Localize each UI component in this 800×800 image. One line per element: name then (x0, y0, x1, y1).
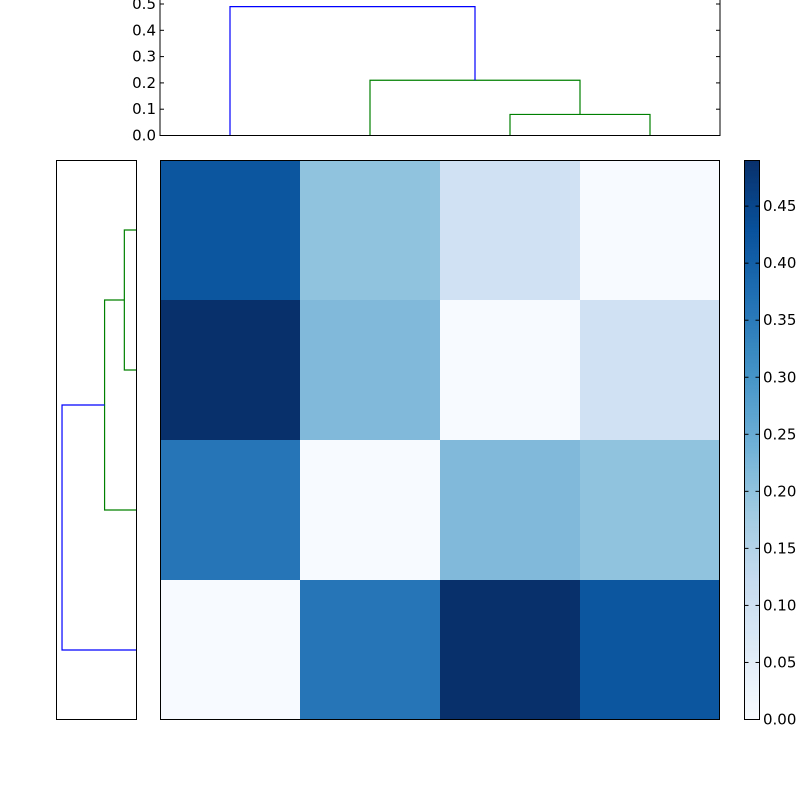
colorbar-tick-label: 0.25 (763, 425, 796, 443)
colorbar-tick-label: 0.20 (763, 482, 796, 500)
top-dendrogram-link (229, 6, 476, 136)
top-dendrogram-tick-label: 0.0 (132, 127, 156, 145)
colorbar-tick-label: 0.10 (763, 596, 796, 614)
top-dendrogram-tick-label: 0.4 (132, 21, 156, 39)
top-dendrogram-ticks: 0.0 0.1 0.2 0.3 0.4 0.5 (132, 0, 720, 145)
colorbar-ticks: 0.00 0.05 0.10 0.15 0.20 0.25 0.30 0.35 0.40 0.45 (744, 197, 796, 729)
heatmap-cells (160, 160, 720, 720)
colorbar-tick-label: 0.35 (763, 311, 796, 329)
heatmap-cell (580, 580, 720, 720)
heatmap-cell (300, 160, 440, 300)
left-dendrogram (56, 160, 137, 720)
heatmap-frame (160, 160, 720, 720)
left-dendrogram-link (61, 404, 137, 651)
left-dendrogram-frame (56, 160, 137, 720)
top-dendrogram-tick-label: 0.2 (132, 74, 156, 92)
heatmap-cell (440, 160, 580, 300)
heatmap-cell (160, 440, 300, 580)
colorbar-tick-label: 0.45 (763, 197, 796, 215)
heatmap-cell (160, 160, 300, 300)
heatmap (160, 160, 720, 720)
heatmap-cell (160, 580, 300, 720)
colorbar-tick-label: 0.00 (763, 711, 796, 729)
heatmap-cell (300, 580, 440, 720)
heatmap-cell (440, 580, 580, 720)
heatmap-cell (300, 440, 440, 580)
colorbar-tick-label: 0.15 (763, 539, 796, 557)
top-dendrogram-links (229, 6, 651, 136)
heatmap-cell (580, 160, 720, 300)
top-dendrogram-tick-label: 0.5 (132, 0, 156, 13)
top-dendrogram-tick-label: 0.1 (132, 100, 156, 118)
heatmap-cell (160, 300, 300, 440)
heatmap-cell (580, 300, 720, 440)
heatmap-cell (440, 300, 580, 440)
colorbar-tick-label: 0.40 (763, 254, 796, 272)
top-dendrogram-frame (159, 0, 721, 136)
colorbar-tick-label: 0.30 (763, 368, 796, 386)
heatmap-cell (580, 440, 720, 580)
heatmap-cell (300, 300, 440, 440)
heatmap-cell (440, 440, 580, 580)
colorbar-gradient (744, 160, 760, 720)
top-dendrogram-tick-label: 0.3 (132, 48, 156, 66)
left-dendrogram-links (61, 229, 137, 651)
colorbar: 0.00 0.05 0.10 0.15 0.20 0.25 0.30 0.35 0.40 0.45 (744, 160, 796, 729)
colorbar-tick-label: 0.05 (763, 653, 796, 671)
top-dendrogram: 0.0 0.1 0.2 0.3 0.4 0.5 (132, 0, 721, 145)
